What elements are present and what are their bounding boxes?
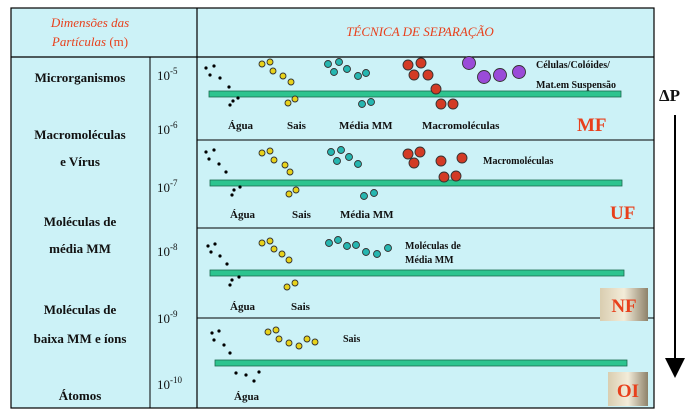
uf-macromolecules-label: Macromoléculas <box>483 156 553 167</box>
nf-salts-label: Sais <box>291 301 311 313</box>
oi-salts-label: Sais <box>343 334 360 345</box>
mf-badge: MF <box>577 115 607 136</box>
mf-cells-label-1: Células/Colóides/ <box>536 60 610 71</box>
uf-water-label: Água <box>230 209 256 221</box>
oi-badge: OI <box>617 381 639 402</box>
oi-membrane <box>214 359 628 367</box>
nf-medium-mm-label-1: Moléculas de <box>405 241 461 252</box>
uf-macro-particles <box>402 146 468 183</box>
header-dimensions-line1: Dimensões das <box>50 15 129 30</box>
mf-salts-label: Sais <box>287 120 307 132</box>
label-medium-mm-1: Moléculas de <box>44 214 117 229</box>
oi-salt-particles <box>264 326 319 350</box>
uf-medium-particles <box>327 146 378 200</box>
nf-badge-background <box>600 288 648 321</box>
label-macromolecules-1: Macromoléculas <box>34 127 125 142</box>
mf-water-label: Água <box>228 120 254 132</box>
uf-medium-mm-label: Média MM <box>340 209 394 221</box>
label-low-mm-2: baixa MM e íons <box>34 331 127 346</box>
scale-1e-10: 10-10 <box>157 375 182 392</box>
scale-1e-7: 10-7 <box>157 178 178 195</box>
label-microorganisms: Microrganismos <box>35 70 126 85</box>
oi-water-dots <box>210 329 261 383</box>
nf-badge: NF <box>611 296 636 317</box>
mf-membrane <box>208 90 622 98</box>
nf-water-dots <box>206 242 241 287</box>
pressure-label: ΔP <box>659 86 680 105</box>
scale-1e-6: 10-6 <box>157 120 178 137</box>
panel-oi: Sais Água OI <box>210 326 648 406</box>
nf-salt-particles <box>258 237 299 291</box>
uf-salts-label: Sais <box>292 209 312 221</box>
mf-medium-mm-label: Média MM <box>339 120 393 132</box>
mf-water-dots <box>204 64 240 107</box>
panel-uf: Macromoléculas Água Sais Média MM UF <box>204 146 635 224</box>
mf-cell-particles <box>462 56 526 84</box>
uf-badge: UF <box>610 203 635 224</box>
nf-medium-mm-label-2: Média MM <box>405 255 454 266</box>
mf-cells-label-2: Mat.em Suspensão <box>536 80 616 91</box>
nf-water-label: Água <box>230 301 256 313</box>
panel-nf: Moléculas de Média MM Água Sais NF <box>206 236 648 321</box>
scale-1e-8: 10-8 <box>157 242 178 259</box>
nf-membrane <box>209 269 625 277</box>
label-low-mm-1: Moléculas de <box>44 302 117 317</box>
header-separation-technique: TÉCNICA DE SEPARAÇÃO <box>346 24 494 39</box>
oi-water-label: Água <box>234 391 260 403</box>
particle-size-scale: 10-5 10-6 10-7 10-8 10-9 10-10 <box>157 66 182 392</box>
scale-1e-5: 10-5 <box>157 66 178 83</box>
label-medium-mm-2: média MM <box>49 241 111 256</box>
nf-medium-particles <box>325 236 392 258</box>
scale-1e-9: 10-9 <box>157 309 178 326</box>
label-atoms: Átomos <box>59 388 102 403</box>
mf-salt-particles <box>258 58 299 107</box>
uf-water-dots <box>204 148 242 197</box>
panel-mf: Células/Colóides/ Mat.em Suspensão Água … <box>204 56 622 136</box>
mf-medium-particles <box>324 58 375 108</box>
mf-macromolecules-label: Macromoléculas <box>422 120 500 132</box>
mf-macro-particles <box>402 57 459 110</box>
uf-salt-particles <box>258 147 300 198</box>
label-macromolecules-2: e Vírus <box>60 154 100 169</box>
oi-badge-background <box>608 372 648 406</box>
uf-membrane <box>209 179 623 187</box>
header-dimensions-line2: Partículas (m) <box>51 34 128 49</box>
